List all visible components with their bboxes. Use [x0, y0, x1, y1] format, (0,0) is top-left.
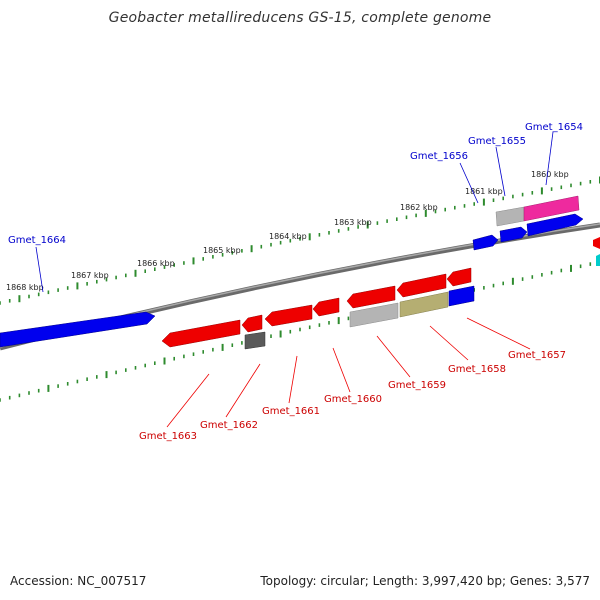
accession-text: Accession: NC_007517: [10, 574, 147, 588]
olive-feature-1658: [399, 291, 449, 318]
outer-tick-ring: [0, 176, 600, 305]
blue-feature-1657: [448, 285, 475, 307]
gene-arrow-gmet-1654[interactable]: [526, 213, 584, 237]
gene-label-gmet-1655[interactable]: Gmet_1655: [468, 136, 526, 147]
gene-arrow-gmet-1658[interactable]: [396, 273, 447, 298]
magenta-feature-1654: [523, 195, 580, 222]
dark-gray-feature-1662: [244, 331, 266, 350]
gene-label-gmet-1664[interactable]: Gmet_1664: [8, 235, 66, 246]
gray-feature-1659: [349, 302, 399, 328]
gene-label-gmet-1654[interactable]: Gmet_1654: [525, 122, 583, 133]
gene-arrow-gmet-1656[interactable]: [472, 234, 499, 251]
gene-arrow-gmet-1661[interactable]: [264, 304, 313, 327]
red-feature-edge: [593, 237, 600, 249]
reverse-leader-lines: [166, 317, 531, 428]
gray-feature-1655: [495, 206, 525, 227]
gene-arrow-gmet-1660[interactable]: [312, 297, 340, 317]
kbp-label-1862: 1862 kbp: [400, 203, 438, 212]
cyan-feature-edge: [596, 254, 600, 266]
kbp-label-1865: 1865 kbp: [203, 246, 241, 255]
genome-summary-text: Topology: circular; Length: 3,997,420 bp…: [260, 574, 590, 588]
gene-label-gmet-1662[interactable]: Gmet_1662: [200, 420, 258, 431]
map-title: Geobacter metallireducens GS-15, complet…: [108, 10, 492, 26]
gene-arrow-gmet-1662[interactable]: [241, 314, 263, 333]
gene-arrow-gmet-1659[interactable]: [346, 285, 396, 309]
kbp-label-1864: 1864 kbp: [269, 232, 307, 241]
gene-label-gmet-1661[interactable]: Gmet_1661: [262, 406, 320, 417]
kbp-label-1863: 1863 kbp: [334, 218, 372, 227]
kbp-label-1867: 1867 kbp: [71, 271, 109, 280]
gene-label-gmet-1657[interactable]: Gmet_1657: [508, 350, 566, 361]
gene-label-gmet-1656[interactable]: Gmet_1656: [410, 151, 468, 162]
gene-label-gmet-1658[interactable]: Gmet_1658: [448, 364, 506, 375]
kbp-label-1868: 1868 kbp: [6, 283, 44, 292]
gene-arrow-gmet-1655[interactable]: [499, 226, 528, 243]
gene-arrow-gmet-1664[interactable]: [0, 311, 156, 348]
forward-leader-lines: [35, 131, 554, 293]
gene-label-gmet-1659[interactable]: Gmet_1659: [388, 380, 446, 391]
gene-arrow-gmet-1657[interactable]: [446, 267, 472, 287]
gene-label-gmet-1663[interactable]: Gmet_1663: [139, 431, 197, 442]
kbp-label-1860: 1860 kbp: [531, 170, 569, 179]
kbp-label-1866: 1866 kbp: [137, 259, 175, 268]
gene-arrow-gmet-1663[interactable]: [161, 319, 241, 348]
kbp-label-1861: 1861 kbp: [465, 187, 503, 196]
gene-label-gmet-1660[interactable]: Gmet_1660: [324, 394, 382, 405]
